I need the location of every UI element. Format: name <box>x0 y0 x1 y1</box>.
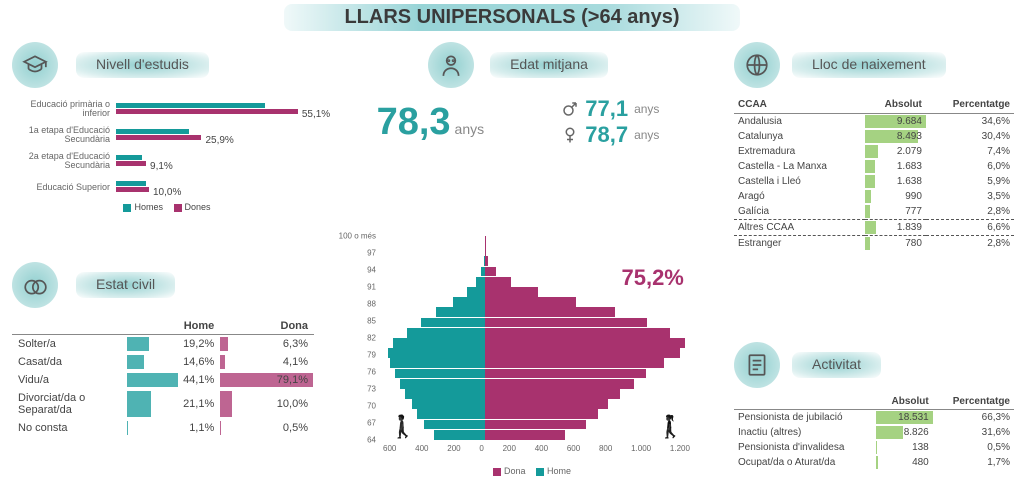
age-panel: Edat mitjana 78,3anys 77,1anys 78,7anys <box>338 42 698 148</box>
lloc-row: Galícia7772,8% <box>734 204 1014 220</box>
pyramid-panel: 100 o més979491888582797673706764 75,2% … <box>338 230 718 480</box>
lloc-row: Extremadura2.0797,4% <box>734 144 1014 159</box>
edu-row: Educació Superior10,0% <box>12 176 314 198</box>
col-pct2: Percentatge <box>933 394 1014 410</box>
civil-row: Casat/da14,6%4,1% <box>12 353 314 371</box>
female-icon <box>561 126 579 144</box>
lloc-label: Lloc de naixement <box>792 52 946 78</box>
civil-panel: Estat civil HomeDona Solter/a19,2%6,3%Ca… <box>12 262 314 437</box>
activitat-row: Ocupat/da o Aturat/da4801,7% <box>734 455 1014 470</box>
age-male: 77,1anys <box>561 96 659 122</box>
education-panel: Nivell d'estudis Educació primària o inf… <box>12 42 314 212</box>
civil-row: Vidu/a44,1%79,1% <box>12 371 314 389</box>
age-female: 78,7anys <box>561 122 659 148</box>
education-label: Nivell d'estudis <box>76 52 209 78</box>
col-abs: Absolut <box>876 394 932 410</box>
female-figure-icon: 🚶‍♀️ <box>656 414 683 440</box>
activitat-row: Inactiu (altres)8.82631,6% <box>734 425 1014 440</box>
age-overall: 78,3anys <box>377 101 485 144</box>
graduation-cap-icon <box>12 42 58 88</box>
civil-row: No consta1,1%0,5% <box>12 419 314 437</box>
lloc-row: Catalunya8.49330,4% <box>734 129 1014 144</box>
activitat-label: Activitat <box>792 352 881 378</box>
lloc-row: Altres CCAA1.8396,6% <box>734 220 1014 236</box>
document-icon <box>734 342 780 388</box>
lloc-table: CCAA Absolut Percentatge Andalusia9.6843… <box>734 96 1014 251</box>
male-figure-icon: 🚶 <box>389 414 416 440</box>
activitat-table: AbsolutPercentatge Pensionista de jubila… <box>734 394 1014 470</box>
page-title: LLARS UNIPERSONALS (>64 anys) <box>344 6 679 29</box>
edu-row: Educació primària o inferior55,1% <box>12 98 314 120</box>
globe-icon <box>734 42 780 88</box>
activitat-row: Pensionista d'invalidesa1380,5% <box>734 440 1014 455</box>
legend-homes: Homes <box>134 202 163 212</box>
education-legend: Homes Dones <box>12 202 314 212</box>
edu-row: 2a etapa d'Educació Secundària9,1% <box>12 150 314 172</box>
activitat-panel: Activitat AbsolutPercentatge Pensionista… <box>734 342 1014 470</box>
legend-dones: Dones <box>185 202 211 212</box>
col-absolut: Absolut <box>865 96 926 114</box>
civil-label: Estat civil <box>76 272 175 298</box>
pyramid-legend: Dona Home <box>338 466 718 476</box>
activitat-row: Pensionista de jubilació18.53166,3% <box>734 410 1014 426</box>
lloc-row: Andalusia9.68434,6% <box>734 114 1014 130</box>
civil-table: HomeDona Solter/a19,2%6,3%Casat/da14,6%4… <box>12 318 314 437</box>
lloc-row: Castella i Lleó1.6385,9% <box>734 174 1014 189</box>
lloc-panel: Lloc de naixement CCAA Absolut Percentat… <box>734 42 1014 251</box>
lloc-row: Estranger7802,8% <box>734 236 1014 252</box>
col-ccaa: CCAA <box>734 96 865 114</box>
age-label: Edat mitjana <box>490 52 608 78</box>
rings-icon <box>12 262 58 308</box>
title-banner: LLARS UNIPERSONALS (>64 anys) <box>0 4 1024 31</box>
male-icon <box>561 100 579 118</box>
edu-row: 1a etapa d'Educació Secundària25,9% <box>12 124 314 146</box>
civil-row: Divorciat/da o Separat/da21,1%10,0% <box>12 389 314 419</box>
col-pct: Percentatge <box>926 96 1014 114</box>
col-dona: Dona <box>220 318 314 335</box>
lloc-row: Castella - La Manxa1.6836,0% <box>734 159 1014 174</box>
pyramid-pct: 75,2% <box>621 265 683 291</box>
lloc-row: Aragó9903,5% <box>734 189 1014 204</box>
civil-row: Solter/a19,2%6,3% <box>12 335 314 354</box>
col-home: Home <box>127 318 221 335</box>
elder-icon <box>428 42 474 88</box>
